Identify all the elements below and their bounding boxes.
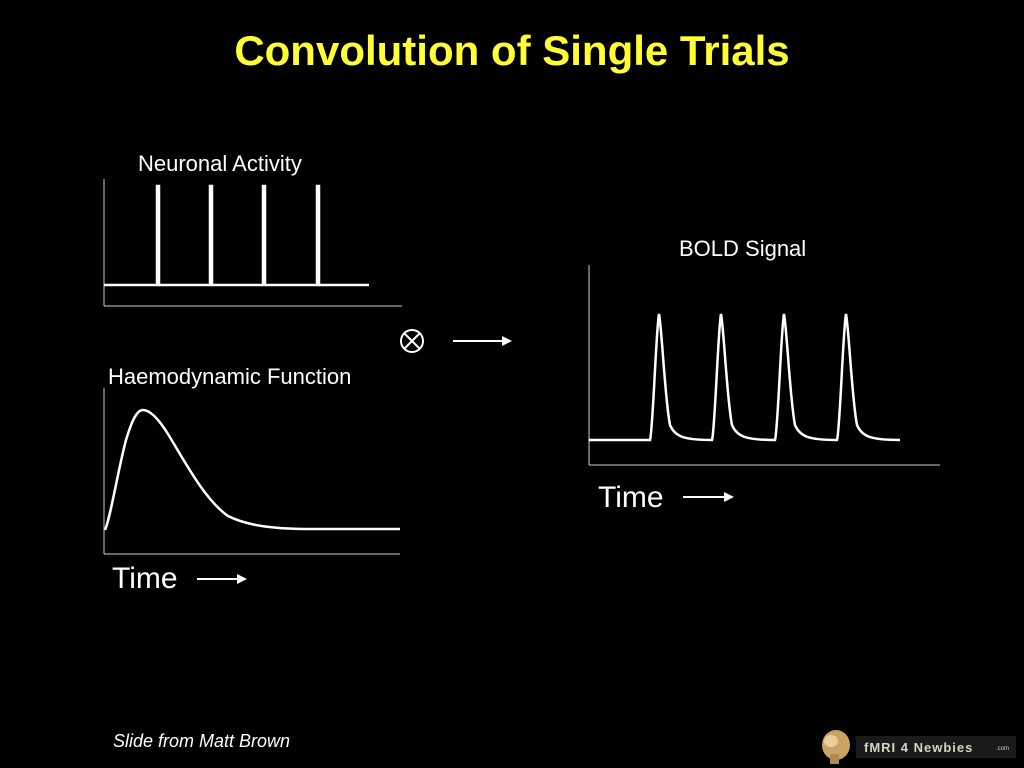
time-label-right: Time — [598, 481, 664, 514]
slide-credit: Slide from Matt Brown — [113, 731, 291, 751]
logo-head-icon — [822, 730, 850, 764]
logo-suffix: .com — [996, 746, 1010, 752]
neuronal-activity-panel — [103, 179, 402, 307]
haemodynamic-response-curve — [103, 408, 400, 531]
logo-text: fMRI 4 Newbies — [864, 740, 974, 755]
bold-signal-curve — [589, 313, 901, 442]
circled-times-icon — [400, 329, 424, 353]
time-label-left: Time — [112, 562, 178, 595]
result-arrow-icon — [453, 336, 512, 346]
time-arrow-right-icon — [683, 492, 734, 502]
bold-signal-panel — [588, 265, 940, 466]
haemodynamic-panel — [103, 388, 400, 555]
logo-band — [856, 736, 1016, 758]
bold-signal-label: BOLD Signal — [679, 236, 807, 261]
time-arrow-left-icon — [197, 574, 247, 584]
neuronal-spike-train — [104, 184, 369, 287]
slide-title: Convolution of Single Trials — [234, 27, 790, 74]
neuronal-activity-label: Neuronal Activity — [138, 151, 302, 176]
haemodynamic-function-label: Haemodynamic Function — [108, 364, 352, 389]
